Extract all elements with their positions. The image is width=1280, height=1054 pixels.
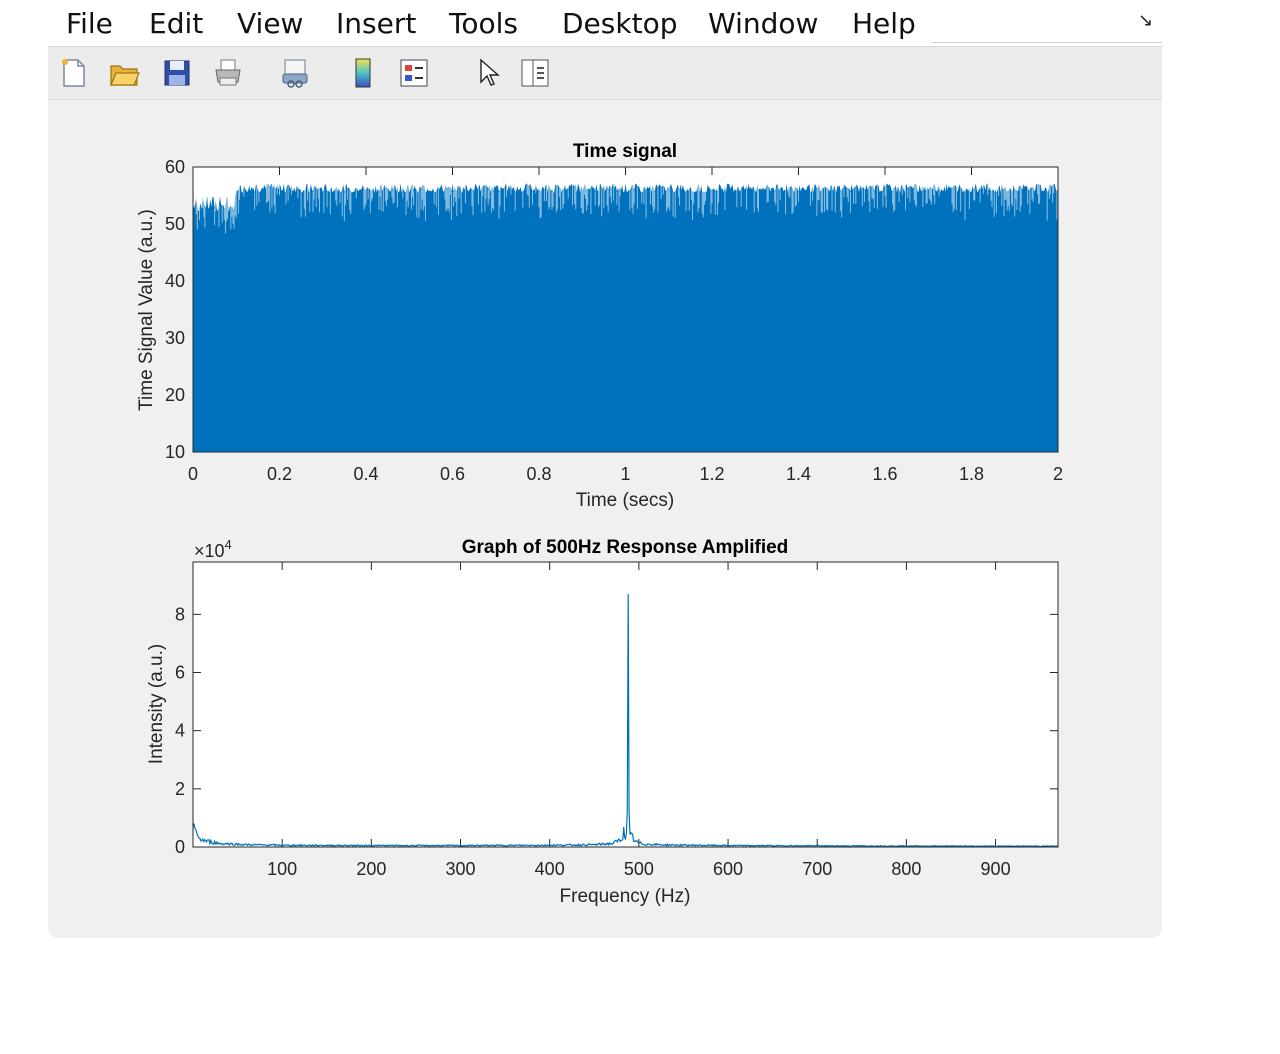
time-signal-xtick-label: 1.4 <box>786 464 811 484</box>
frequency-ytick-label: 2 <box>175 779 185 799</box>
frequency-axes-box <box>192 561 1059 848</box>
frequency-axes[interactable]: Graph of 500Hz Response Amplified Freque… <box>146 537 1059 907</box>
frequency-plot-area <box>193 562 1058 847</box>
frequency-xtick-label: 200 <box>356 859 386 879</box>
new-figure-icon[interactable] <box>58 56 90 90</box>
time-signal-title: Time signal <box>573 141 677 162</box>
time-signal-ytick-labels: 10 20 30 40 50 60 <box>165 157 185 462</box>
frequency-xtick-label: 600 <box>713 859 743 879</box>
frequency-ytick-label: 0 <box>175 837 185 857</box>
frequency-ytick-labels: 0 2 4 6 8 <box>175 604 185 857</box>
time-signal-xtick-labels: 0 0.2 0.4 0.6 0.8 1 1.2 1.4 1.6 1.8 2 <box>188 464 1063 484</box>
time-signal-ytick-label: 10 <box>165 442 185 462</box>
frequency-xtick-label: 500 <box>624 859 654 879</box>
open-file-icon[interactable] <box>108 56 140 90</box>
time-signal-ytick-label: 40 <box>165 271 185 291</box>
frequency-ytick-label: 6 <box>175 663 185 683</box>
frequency-exponent-label: ×104 <box>194 537 232 561</box>
time-signal-xtick-label: 1.2 <box>699 464 724 484</box>
time-signal-xtick-label: 1 <box>620 464 630 484</box>
menu-window[interactable]: Window <box>708 7 819 40</box>
frequency-xlabel: Frequency (Hz) <box>560 886 691 907</box>
toolbar <box>48 47 1162 100</box>
menu-separator <box>932 42 1162 43</box>
frequency-xtick-label: 800 <box>891 859 921 879</box>
plots-svg: Time signal Time (secs) Time Signal Valu… <box>136 141 1063 907</box>
frequency-series[interactable] <box>192 593 1059 848</box>
time-signal-xtick-label: 0 <box>188 464 198 484</box>
menu-edit[interactable]: Edit <box>149 7 204 40</box>
undock-arrow-icon[interactable]: ↘ <box>1138 10 1154 30</box>
frequency-xtick-label: 700 <box>802 859 832 879</box>
frequency-xtick-label: 300 <box>446 859 476 879</box>
time-signal-axes-box <box>192 166 1059 453</box>
property-inspector-icon[interactable] <box>519 56 551 90</box>
frequency-xtick-labels: 100 200 300 400 500 600 700 800 900 <box>267 859 1010 879</box>
insert-legend-icon[interactable] <box>398 56 430 90</box>
save-icon[interactable] <box>161 56 193 90</box>
time-signal-xtick-label: 0.8 <box>526 464 551 484</box>
menu-insert[interactable]: Insert <box>336 7 417 40</box>
time-signal-xlabel: Time (secs) <box>576 490 675 511</box>
menu-help[interactable]: Help <box>852 7 916 40</box>
link-plot-icon[interactable] <box>279 56 311 90</box>
frequency-title: Graph of 500Hz Response Amplified <box>462 537 789 558</box>
time-signal-xtick-label: 1.8 <box>959 464 984 484</box>
time-signal-ytick-label: 50 <box>165 214 185 234</box>
time-signal-xtick-label: 2 <box>1053 464 1063 484</box>
time-signal-axes[interactable]: Time signal Time (secs) Time Signal Valu… <box>136 141 1063 511</box>
figure-window: File Edit View Insert Tools Desktop Wind… <box>48 0 1162 938</box>
time-signal-xtick-label: 0.6 <box>440 464 465 484</box>
time-signal-xtick-label: 0.4 <box>353 464 378 484</box>
insert-colorbar-icon[interactable] <box>348 56 380 90</box>
frequency-xtick-label: 100 <box>267 859 297 879</box>
frequency-ytick-label: 4 <box>175 721 185 741</box>
menu-tools[interactable]: Tools <box>449 7 518 40</box>
time-signal-ytick-label: 60 <box>165 157 185 177</box>
menu-desktop[interactable]: Desktop <box>562 7 678 40</box>
frequency-ylabel: Intensity (a.u.) <box>146 644 167 764</box>
frequency-xtick-label: 900 <box>981 859 1011 879</box>
menu-view[interactable]: View <box>237 7 304 40</box>
frequency-ytick-label: 8 <box>175 604 185 624</box>
time-signal-ytick-label: 20 <box>165 385 185 405</box>
time-signal-ytick-label: 30 <box>165 328 185 348</box>
time-signal-series[interactable] <box>193 183 1058 452</box>
frequency-xtick-label: 400 <box>535 859 565 879</box>
menu-file[interactable]: File <box>66 7 113 40</box>
edit-plot-cursor-icon[interactable] <box>472 56 504 90</box>
time-signal-xtick-label: 1.6 <box>872 464 897 484</box>
figure-canvas: Time signal Time (secs) Time Signal Valu… <box>48 100 1162 938</box>
menu-bar: File Edit View Insert Tools Desktop Wind… <box>48 0 1162 47</box>
time-signal-ylabel: Time Signal Value (a.u.) <box>136 209 157 411</box>
time-signal-xtick-label: 0.2 <box>267 464 292 484</box>
print-icon[interactable] <box>212 56 244 90</box>
